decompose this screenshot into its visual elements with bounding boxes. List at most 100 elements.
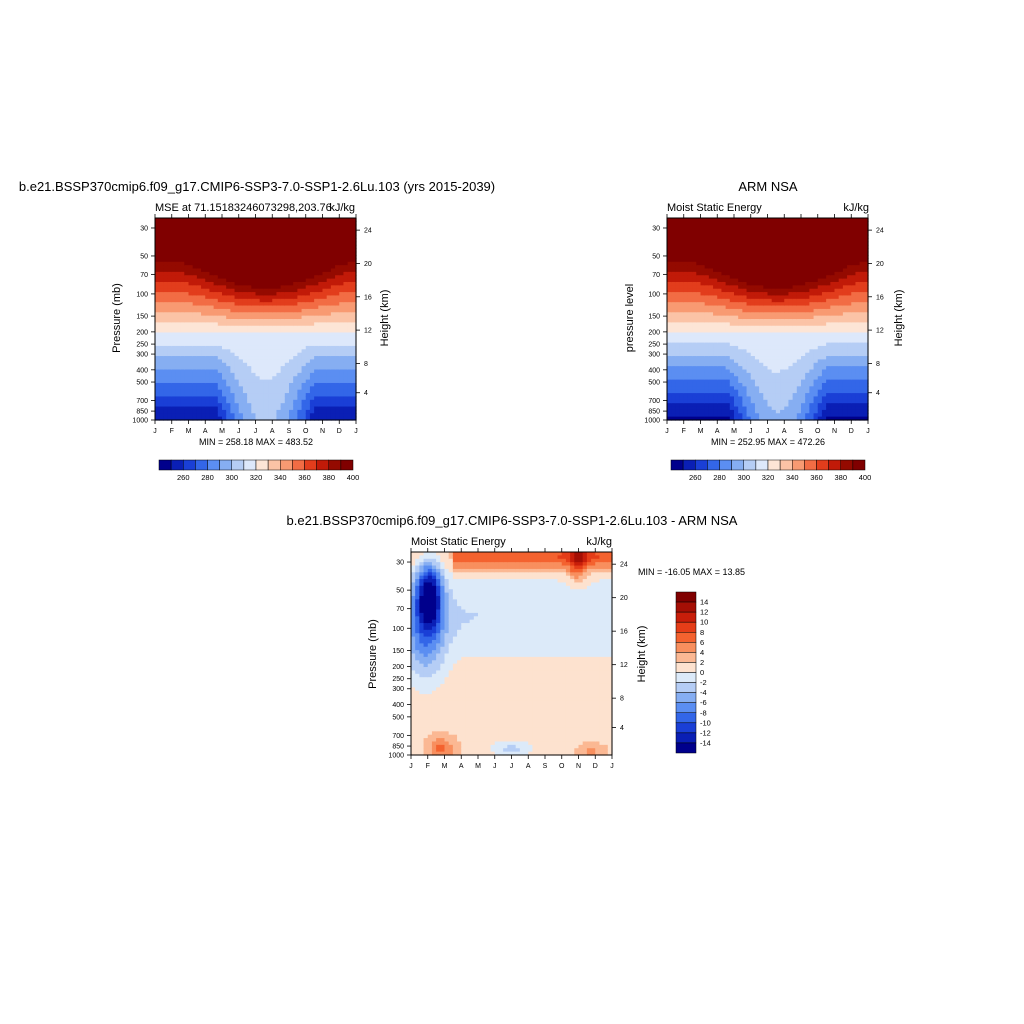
contour-cell bbox=[247, 231, 252, 236]
contour-cell bbox=[234, 322, 240, 327]
contour-cell bbox=[696, 295, 702, 300]
contour-cell bbox=[209, 406, 215, 411]
height-tick-label: 24 bbox=[364, 228, 372, 235]
contour-cell bbox=[692, 281, 697, 286]
contour-cell bbox=[163, 231, 169, 236]
contour-cell bbox=[771, 221, 777, 226]
contour-cell bbox=[675, 221, 681, 226]
contour-cell bbox=[734, 403, 739, 408]
contour-cell bbox=[343, 356, 349, 360]
contour-cell bbox=[293, 241, 298, 246]
contour-cell bbox=[213, 362, 219, 367]
contour-cell bbox=[247, 261, 252, 266]
contour-cell bbox=[767, 308, 773, 313]
contour-cell bbox=[268, 281, 273, 286]
contour-cell bbox=[297, 221, 303, 226]
contour-cell bbox=[754, 413, 760, 418]
contour-cell bbox=[289, 271, 294, 276]
contour-cell bbox=[309, 406, 315, 411]
contour-cell bbox=[263, 372, 269, 377]
contour-cell bbox=[351, 292, 357, 297]
contour-cell bbox=[788, 298, 794, 303]
contour-cell bbox=[192, 251, 198, 256]
contour-cell bbox=[289, 325, 294, 330]
contour-cell bbox=[268, 413, 273, 418]
panel-model-title: b.e21.BSSP370cmip6.f09_g17.CMIP6-SSP3-7.… bbox=[19, 179, 495, 194]
contour-cell bbox=[276, 261, 282, 266]
contour-cell bbox=[155, 231, 160, 236]
contour-cell bbox=[309, 251, 315, 256]
contour-cell bbox=[159, 251, 164, 256]
contour-cell bbox=[175, 241, 181, 246]
contour-cell bbox=[263, 382, 269, 387]
contour-cell bbox=[700, 369, 706, 374]
contour-cell bbox=[209, 288, 215, 293]
contour-cell bbox=[784, 359, 790, 364]
contour-cell bbox=[226, 295, 231, 300]
contour-cell bbox=[201, 322, 206, 327]
contour-cell bbox=[196, 308, 202, 313]
contour-cell bbox=[301, 308, 307, 313]
contour-cell bbox=[205, 413, 211, 418]
contour-cell bbox=[801, 238, 806, 243]
contour-cell bbox=[667, 234, 672, 239]
contour-cell bbox=[276, 319, 282, 323]
contour-cell bbox=[205, 224, 211, 229]
contour-cell bbox=[796, 393, 802, 398]
contour-cell bbox=[754, 372, 760, 377]
contour-cell bbox=[205, 285, 211, 290]
contour-cell bbox=[801, 335, 806, 340]
contour-cell bbox=[180, 389, 185, 394]
contour-cell bbox=[675, 379, 681, 384]
contour-cell bbox=[293, 231, 298, 236]
contour-cell bbox=[167, 258, 173, 263]
contour-cell bbox=[159, 278, 164, 283]
contour-cell bbox=[671, 271, 676, 276]
contour-cell bbox=[155, 386, 160, 391]
contour-cell bbox=[268, 298, 273, 303]
contour-cell bbox=[222, 325, 227, 330]
contour-cell bbox=[289, 278, 294, 283]
contour-cell bbox=[675, 345, 681, 350]
contour-cell bbox=[293, 305, 298, 310]
contour-cell bbox=[251, 278, 257, 283]
contour-cell bbox=[293, 224, 298, 229]
contour-cell bbox=[175, 399, 181, 404]
contour-cell bbox=[309, 386, 315, 391]
contour-cell bbox=[226, 386, 231, 391]
contour-cell bbox=[230, 248, 236, 253]
contour-cell bbox=[213, 342, 219, 347]
contour-cell bbox=[687, 241, 693, 246]
contour-cell bbox=[284, 319, 290, 323]
contour-cell bbox=[192, 399, 198, 404]
contour-cell bbox=[171, 312, 177, 317]
contour-cell bbox=[801, 359, 806, 364]
contour-cell bbox=[188, 298, 194, 303]
contour-cell bbox=[255, 379, 261, 384]
contour-cell bbox=[284, 218, 290, 222]
contour-cell bbox=[788, 413, 794, 418]
contour-cell bbox=[205, 271, 211, 276]
contour-cell bbox=[163, 352, 169, 357]
contour-cell bbox=[742, 308, 748, 313]
contour-cell bbox=[746, 369, 752, 374]
contour-cell bbox=[738, 416, 743, 421]
contour-cell bbox=[238, 241, 244, 246]
contour-cell bbox=[255, 369, 261, 374]
contour-cell bbox=[667, 278, 672, 283]
contour-cell bbox=[734, 362, 739, 367]
contour-cell bbox=[780, 302, 785, 307]
contour-cell bbox=[284, 312, 290, 317]
contour-cell bbox=[330, 234, 336, 239]
contour-cell bbox=[301, 372, 307, 377]
contour-cell bbox=[759, 315, 764, 320]
contour-cell bbox=[708, 221, 714, 226]
contour-cell bbox=[251, 329, 257, 334]
contour-cell bbox=[205, 339, 211, 344]
contour-cell bbox=[217, 319, 223, 323]
contour-cell bbox=[339, 248, 345, 253]
contour-cell bbox=[318, 382, 324, 387]
contour-cell bbox=[217, 302, 223, 307]
contour-cell bbox=[717, 356, 723, 360]
contour-cell bbox=[700, 268, 706, 273]
